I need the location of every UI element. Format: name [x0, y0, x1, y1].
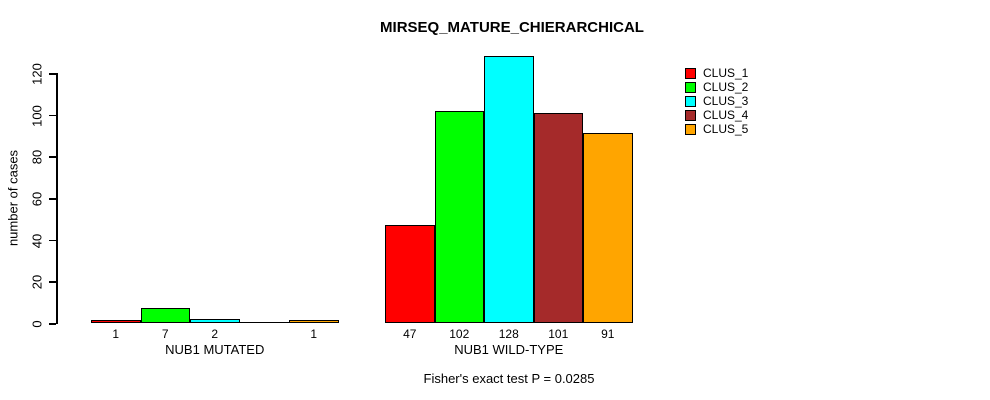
- legend-item-clus_4: CLUS_4: [685, 108, 748, 122]
- y-tick: [49, 281, 56, 283]
- legend-item-clus_2: CLUS_2: [685, 80, 748, 94]
- legend-label: CLUS_4: [703, 108, 749, 122]
- bar-clus_1-1: [91, 320, 141, 323]
- bar-value-label: 1: [112, 327, 120, 341]
- legend-label: CLUS_3: [703, 94, 749, 108]
- x-category-label: NUB1 MUTATED: [165, 342, 265, 357]
- footnote: Fisher's exact test P = 0.0285: [423, 371, 595, 386]
- legend-swatch: [685, 67, 696, 79]
- bar-value-label: 101: [548, 327, 569, 341]
- y-tick: [49, 114, 56, 117]
- bar-value-label: 128: [498, 327, 519, 341]
- bar-clus_1-2: [385, 225, 435, 323]
- legend-item-clus_5: CLUS_5: [685, 122, 748, 136]
- bar-clus_5-1: [289, 320, 339, 323]
- bar-value-label: 102: [449, 327, 470, 341]
- x-category-label: NUB1 WILD-TYPE: [454, 342, 564, 357]
- bar-clus_5-2: [583, 133, 633, 323]
- legend-label: CLUS_5: [703, 122, 749, 136]
- chart-title: MIRSEQ_MATURE_CHIERARCHICAL: [380, 19, 644, 36]
- y-tick: [49, 323, 56, 325]
- y-tick: [49, 73, 56, 75]
- legend-swatch: [685, 123, 696, 135]
- bar-clus_2-1: [140, 308, 190, 323]
- legend-swatch: [685, 109, 696, 121]
- bar-clus_4-1: [239, 321, 289, 323]
- bar-value-label: 1: [310, 327, 318, 341]
- bar-clus_3-1: [190, 318, 240, 323]
- bar-value-label: 7: [161, 327, 169, 341]
- y-tick: [49, 239, 56, 242]
- bar-clus_3-2: [484, 56, 534, 323]
- y-tick: [49, 156, 56, 158]
- y-tick: [49, 198, 56, 200]
- bar-clus_2-2: [434, 110, 484, 323]
- bar-clus_4-2: [533, 112, 583, 323]
- bar-value-label: 47: [403, 327, 417, 341]
- y-axis-line: [56, 73, 58, 324]
- bar-value-label: 91: [601, 327, 615, 341]
- legend-item-clus_3: CLUS_3: [685, 94, 748, 108]
- legend-label: CLUS_2: [703, 80, 749, 94]
- legend-swatch: [685, 81, 696, 93]
- legend-item-clus_1: CLUS_1: [685, 66, 748, 80]
- bar-value-label: 2: [211, 327, 219, 341]
- legend-label: CLUS_1: [703, 66, 749, 80]
- legend-swatch: [685, 95, 696, 107]
